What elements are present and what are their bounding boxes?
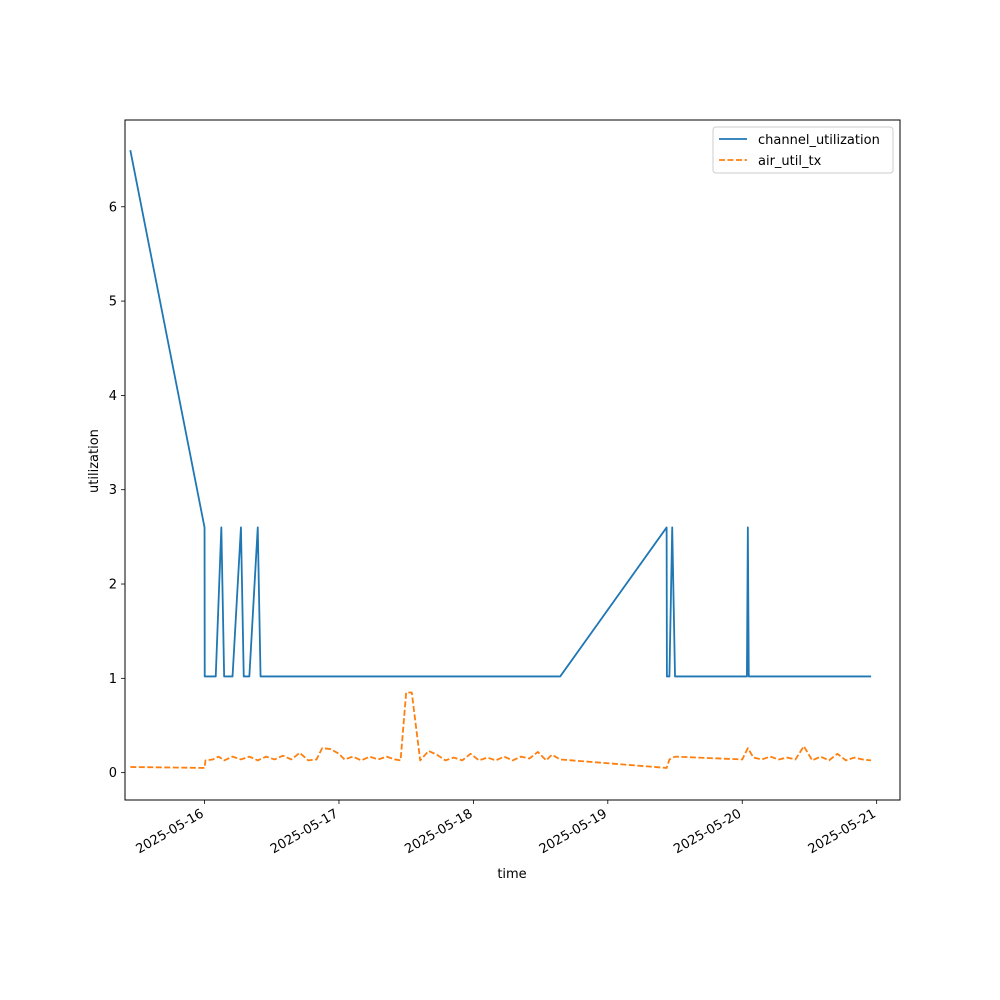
plot-area-frame bbox=[124, 119, 901, 801]
y-tick-label: 0 bbox=[109, 766, 117, 781]
y-tick-label: 1 bbox=[109, 672, 117, 687]
y-axis-label: utilization bbox=[87, 429, 102, 493]
y-tick-label: 5 bbox=[109, 295, 117, 310]
series-line-air-util-tx bbox=[130, 691, 872, 769]
series-layer bbox=[129, 150, 872, 769]
y-tick-label: 3 bbox=[109, 483, 117, 498]
legend-label-channel-utilization: channel_utilization bbox=[758, 133, 880, 148]
y-tick-label: 4 bbox=[109, 389, 117, 404]
y-tick-label: 6 bbox=[109, 200, 117, 215]
legend-label-air-util-tx: air_util_tx bbox=[758, 154, 822, 169]
y-tick-label: 2 bbox=[109, 578, 117, 593]
legend-box bbox=[712, 126, 894, 174]
series-line-channel-utilization bbox=[129, 150, 872, 678]
y-axis-ticks: 0 1 2 3 4 5 6 bbox=[109, 200, 125, 781]
x-axis-label: time bbox=[497, 867, 526, 882]
legend: channel_utilization air_util_tx bbox=[712, 126, 894, 174]
